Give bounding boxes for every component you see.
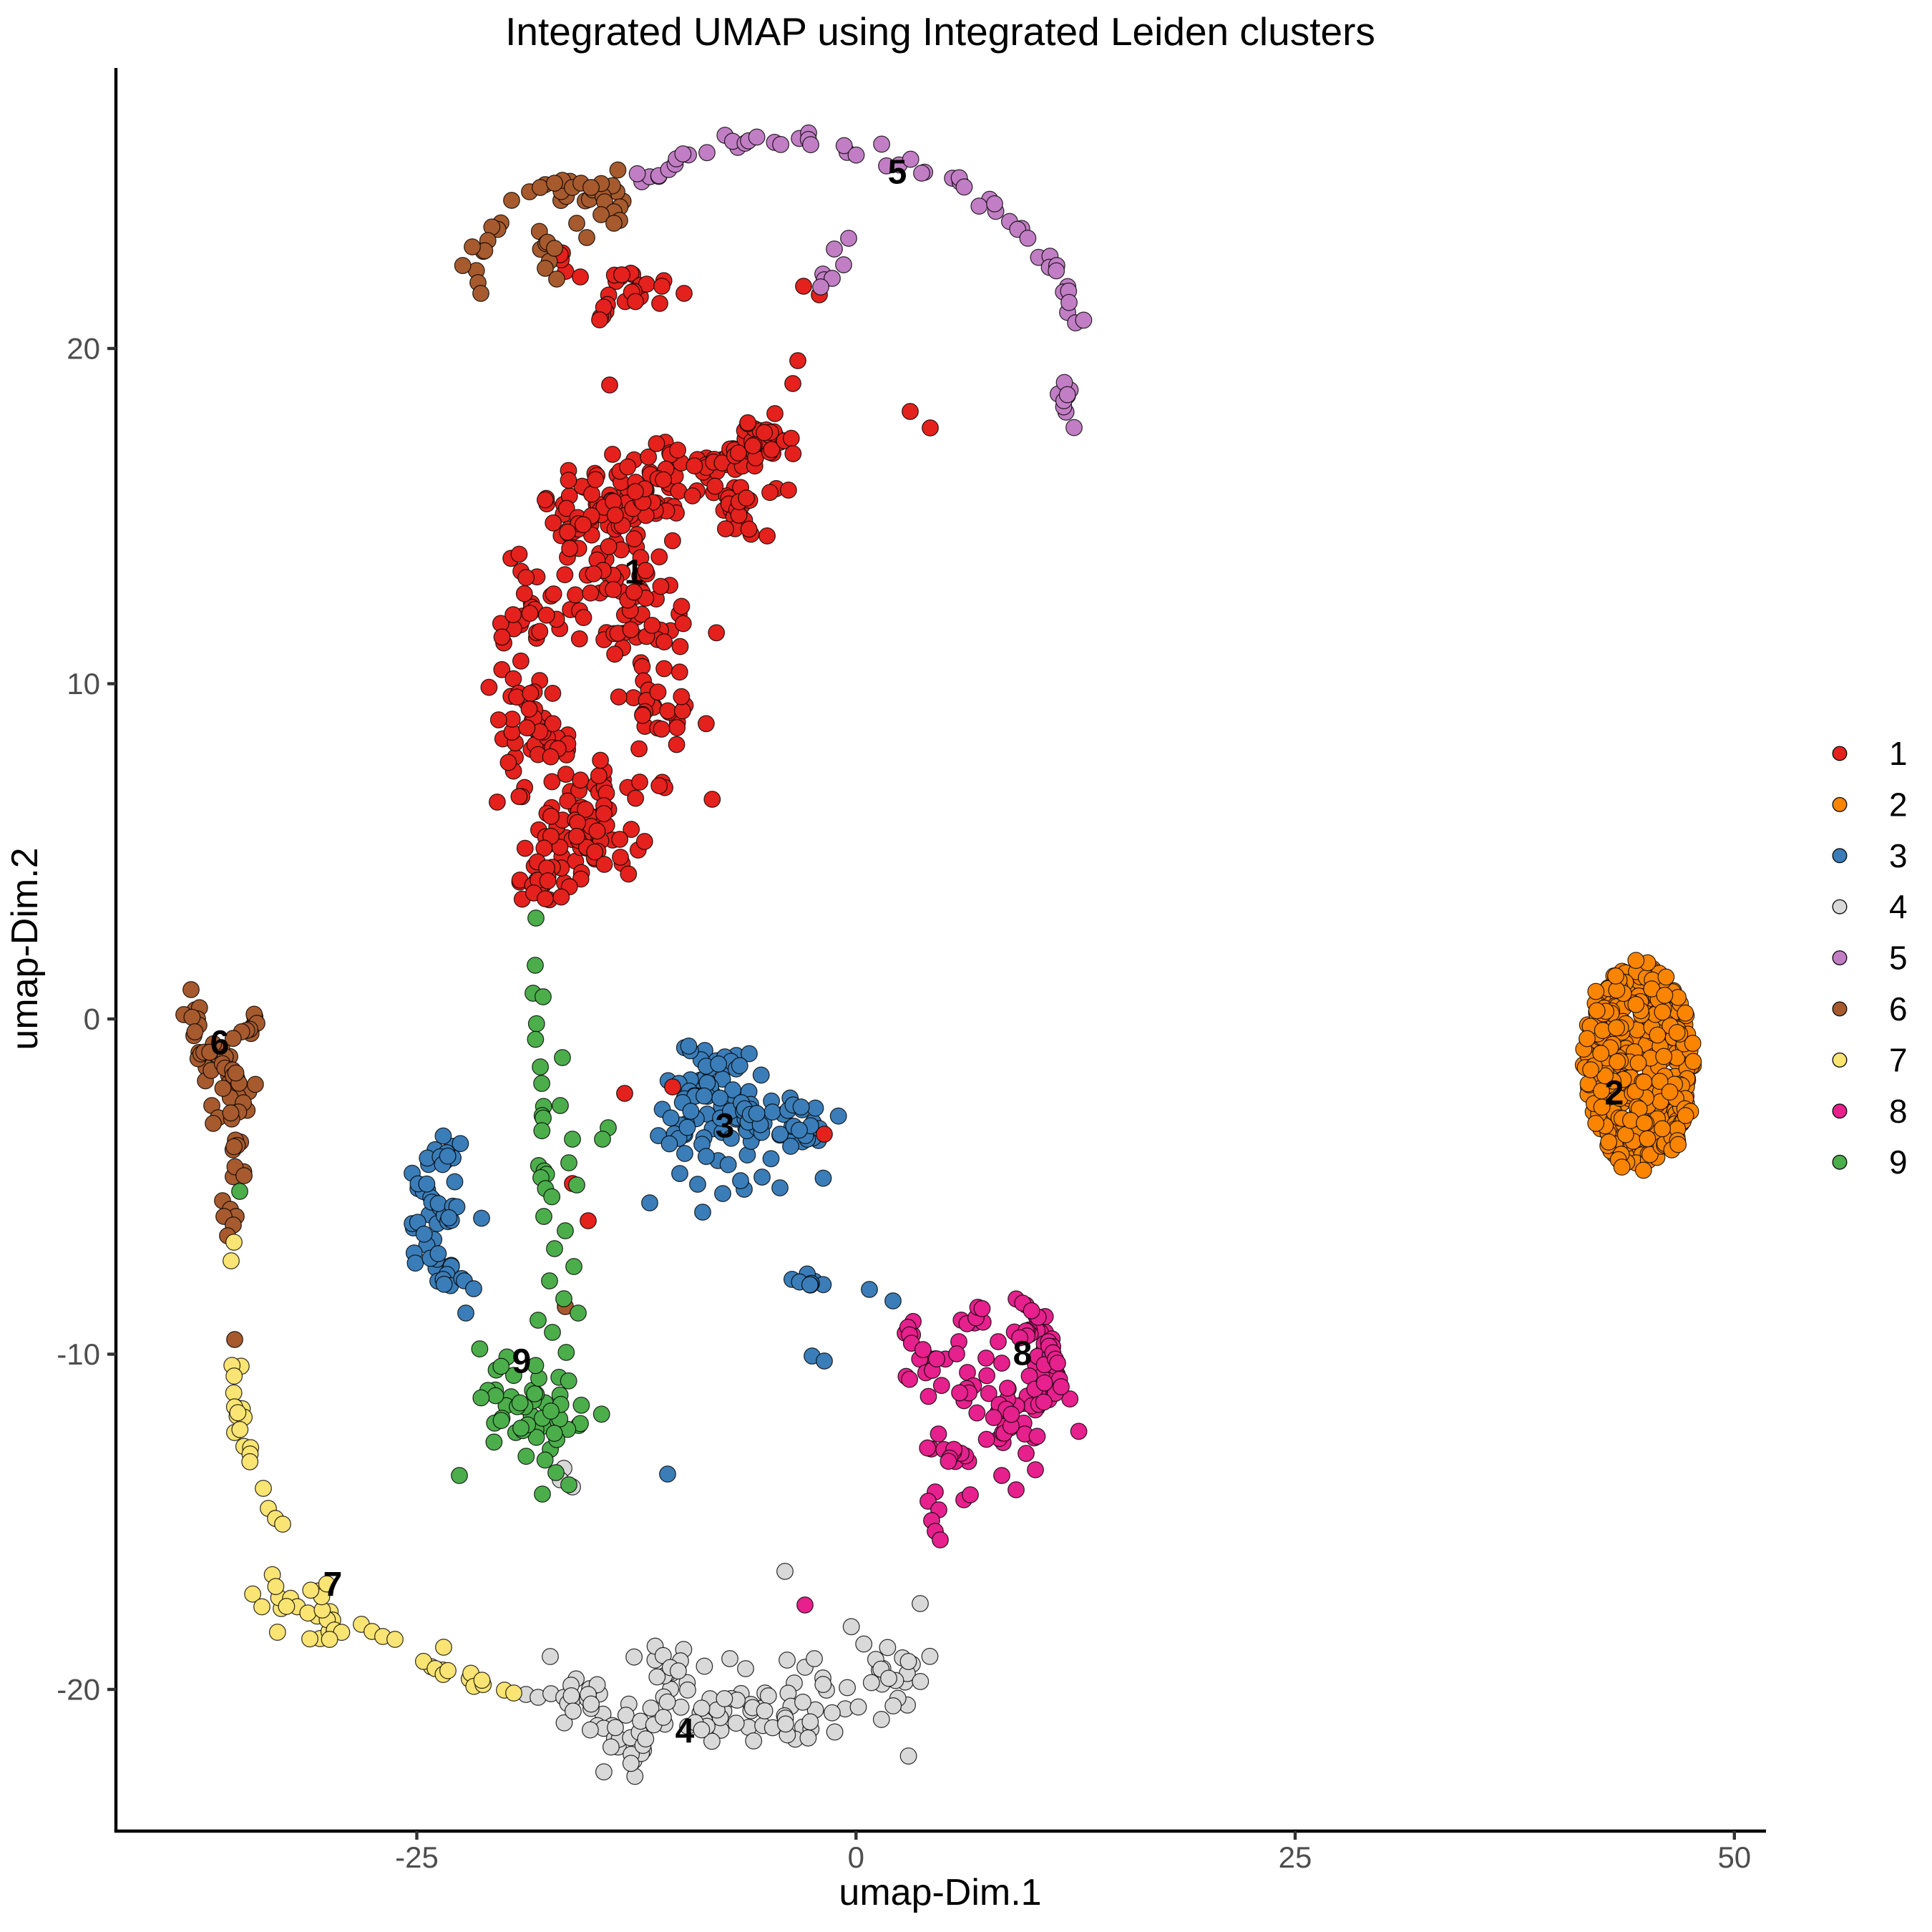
svg-text:0: 0 [84, 1002, 100, 1036]
svg-text:6: 6 [210, 1025, 230, 1063]
svg-text:50: 50 [1717, 1840, 1751, 1874]
svg-text:-10: -10 [57, 1337, 100, 1371]
svg-text:7: 7 [323, 1566, 343, 1604]
svg-text:2: 2 [1889, 786, 1908, 823]
svg-text:9: 9 [512, 1343, 532, 1381]
svg-text:9: 9 [1889, 1143, 1908, 1181]
svg-text:8: 8 [1889, 1093, 1908, 1130]
svg-text:7: 7 [1889, 1041, 1908, 1078]
svg-text:0: 0 [848, 1840, 864, 1874]
svg-text:3: 3 [716, 1108, 735, 1146]
svg-text:1: 1 [625, 554, 644, 592]
svg-text:25: 25 [1279, 1840, 1312, 1874]
svg-text:5: 5 [888, 154, 907, 192]
svg-text:4: 4 [1889, 888, 1908, 925]
svg-text:umap-Dim.2: umap-Dim.2 [4, 847, 46, 1050]
svg-text:Integrated UMAP using Integrat: Integrated UMAP using Integrated Leiden … [505, 9, 1375, 54]
svg-text:1: 1 [1889, 735, 1908, 772]
svg-text:6: 6 [1889, 990, 1908, 1028]
svg-text:-25: -25 [395, 1840, 439, 1874]
svg-text:2: 2 [1605, 1075, 1624, 1113]
svg-text:10: 10 [67, 667, 100, 701]
svg-text:8: 8 [1013, 1335, 1033, 1373]
svg-text:4: 4 [675, 1713, 695, 1751]
svg-text:3: 3 [1889, 837, 1908, 874]
svg-text:-20: -20 [57, 1673, 100, 1707]
svg-text:20: 20 [67, 332, 100, 366]
svg-text:umap-Dim.1: umap-Dim.1 [839, 1872, 1041, 1913]
svg-text:5: 5 [1889, 940, 1908, 977]
